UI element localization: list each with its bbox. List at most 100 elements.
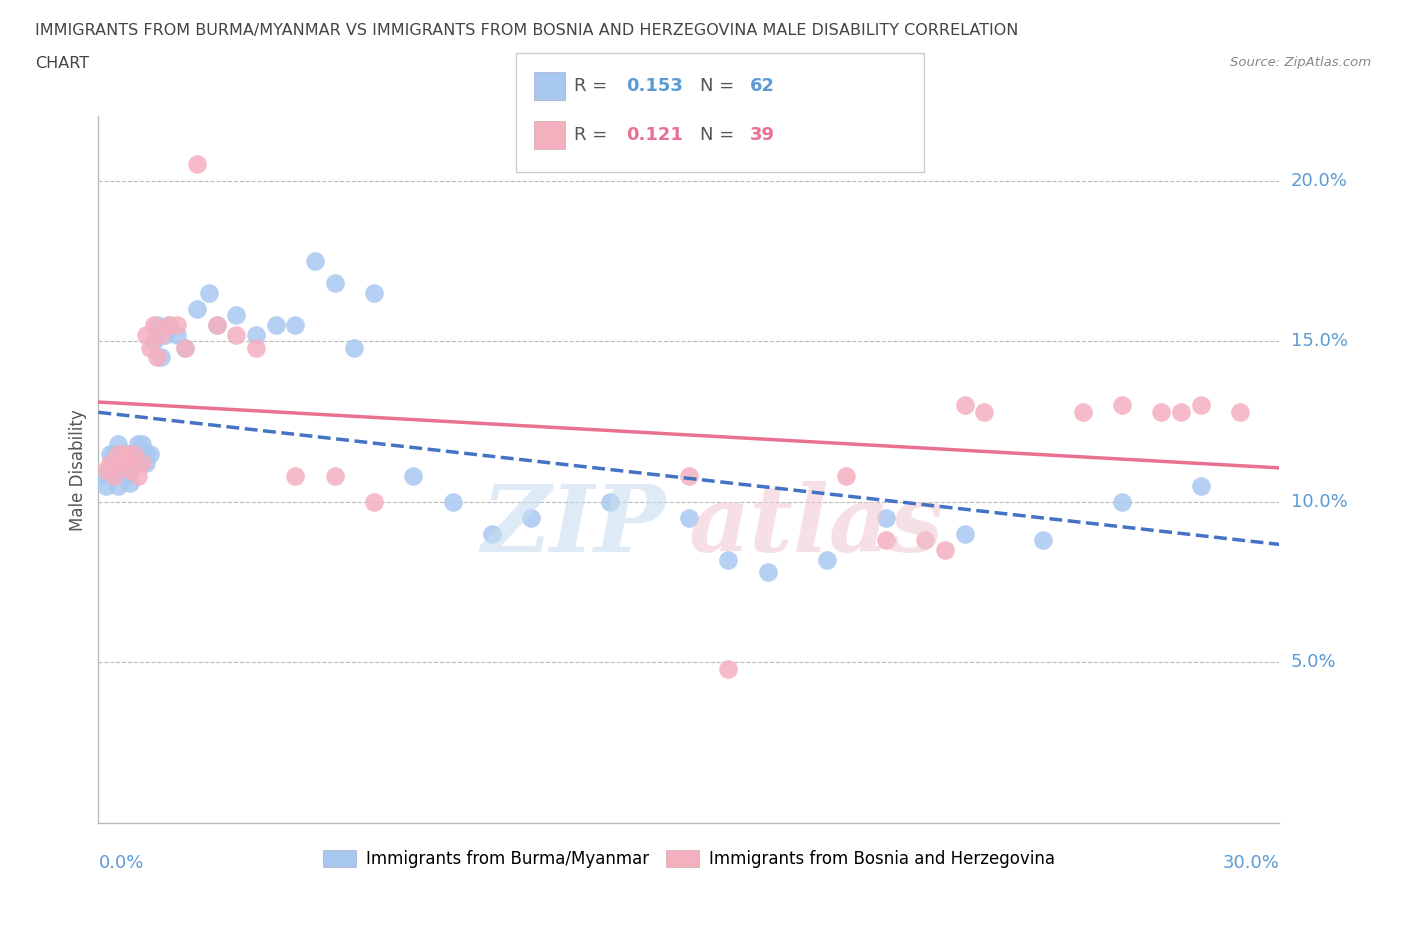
Immigrants from Burma/Myanmar bbox=[122, 456, 145, 471]
Immigrants from Burma/Myanmar bbox=[103, 469, 125, 484]
Text: ZIP: ZIP bbox=[481, 481, 665, 571]
Immigrants from Bosnia and Herzegovina bbox=[107, 446, 129, 461]
Immigrants from Burma/Myanmar bbox=[98, 446, 121, 461]
Immigrants from Burma/Myanmar bbox=[107, 456, 129, 471]
Immigrants from Bosnia and Herzegovina bbox=[953, 398, 976, 413]
Immigrants from Bosnia and Herzegovina bbox=[678, 469, 700, 484]
Text: IMMIGRANTS FROM BURMA/MYANMAR VS IMMIGRANTS FROM BOSNIA AND HERZEGOVINA MALE DIS: IMMIGRANTS FROM BURMA/MYANMAR VS IMMIGRA… bbox=[35, 23, 1018, 38]
Immigrants from Burma/Myanmar bbox=[402, 469, 425, 484]
Immigrants from Bosnia and Herzegovina bbox=[363, 495, 385, 510]
Immigrants from Burma/Myanmar bbox=[118, 456, 141, 471]
Text: 20.0%: 20.0% bbox=[1291, 171, 1347, 190]
Immigrants from Burma/Myanmar bbox=[135, 446, 157, 461]
Immigrants from Burma/Myanmar bbox=[131, 436, 153, 451]
Text: 30.0%: 30.0% bbox=[1223, 854, 1279, 871]
Immigrants from Bosnia and Herzegovina bbox=[1189, 398, 1212, 413]
Immigrants from Bosnia and Herzegovina bbox=[122, 446, 145, 461]
Text: Source: ZipAtlas.com: Source: ZipAtlas.com bbox=[1230, 56, 1371, 69]
Immigrants from Bosnia and Herzegovina bbox=[717, 661, 740, 676]
Immigrants from Burma/Myanmar bbox=[225, 308, 247, 323]
Immigrants from Burma/Myanmar bbox=[111, 449, 134, 464]
Immigrants from Bosnia and Herzegovina bbox=[245, 340, 267, 355]
Text: 39: 39 bbox=[749, 126, 775, 144]
Immigrants from Burma/Myanmar bbox=[107, 478, 129, 493]
Immigrants from Bosnia and Herzegovina bbox=[914, 533, 936, 548]
Immigrants from Burma/Myanmar bbox=[323, 276, 346, 291]
Immigrants from Burma/Myanmar bbox=[205, 318, 228, 333]
Immigrants from Bosnia and Herzegovina bbox=[131, 456, 153, 471]
Immigrants from Bosnia and Herzegovina bbox=[323, 469, 346, 484]
Immigrants from Burma/Myanmar bbox=[363, 286, 385, 300]
Text: R =: R = bbox=[574, 76, 613, 95]
Immigrants from Bosnia and Herzegovina bbox=[150, 327, 173, 342]
Immigrants from Burma/Myanmar bbox=[127, 446, 149, 461]
Text: CHART: CHART bbox=[35, 56, 89, 71]
Immigrants from Bosnia and Herzegovina bbox=[127, 469, 149, 484]
Immigrants from Burma/Myanmar bbox=[304, 253, 326, 268]
Text: R =: R = bbox=[574, 126, 613, 144]
Immigrants from Burma/Myanmar bbox=[343, 340, 366, 355]
Immigrants from Bosnia and Herzegovina bbox=[284, 469, 307, 484]
Immigrants from Burma/Myanmar bbox=[118, 475, 141, 490]
Immigrants from Bosnia and Herzegovina bbox=[1071, 405, 1094, 419]
Immigrants from Burma/Myanmar bbox=[150, 350, 173, 365]
Text: 0.153: 0.153 bbox=[626, 76, 682, 95]
Text: 0.0%: 0.0% bbox=[98, 854, 143, 871]
Immigrants from Burma/Myanmar bbox=[138, 446, 160, 461]
Immigrants from Burma/Myanmar bbox=[127, 436, 149, 451]
Text: 62: 62 bbox=[749, 76, 775, 95]
Immigrants from Burma/Myanmar bbox=[756, 565, 779, 580]
Immigrants from Bosnia and Herzegovina bbox=[225, 327, 247, 342]
Immigrants from Burma/Myanmar bbox=[157, 318, 180, 333]
Immigrants from Burma/Myanmar bbox=[174, 340, 197, 355]
Immigrants from Burma/Myanmar bbox=[127, 456, 149, 471]
Immigrants from Burma/Myanmar bbox=[115, 469, 138, 484]
Immigrants from Bosnia and Herzegovina bbox=[875, 533, 897, 548]
Immigrants from Bosnia and Herzegovina bbox=[157, 318, 180, 333]
Immigrants from Burma/Myanmar bbox=[115, 456, 138, 471]
Immigrants from Bosnia and Herzegovina bbox=[1170, 405, 1192, 419]
Text: N =: N = bbox=[700, 76, 740, 95]
Immigrants from Burma/Myanmar bbox=[91, 469, 114, 484]
Immigrants from Bosnia and Herzegovina bbox=[103, 469, 125, 484]
Immigrants from Burma/Myanmar bbox=[875, 511, 897, 525]
Immigrants from Burma/Myanmar bbox=[264, 318, 287, 333]
Immigrants from Burma/Myanmar bbox=[111, 469, 134, 484]
Immigrants from Burma/Myanmar bbox=[678, 511, 700, 525]
Immigrants from Bosnia and Herzegovina bbox=[1150, 405, 1173, 419]
Immigrants from Burma/Myanmar bbox=[186, 301, 208, 316]
Immigrants from Burma/Myanmar bbox=[599, 495, 621, 510]
Immigrants from Burma/Myanmar bbox=[142, 334, 165, 349]
Immigrants from Burma/Myanmar bbox=[815, 552, 838, 567]
Immigrants from Bosnia and Herzegovina bbox=[973, 405, 995, 419]
Immigrants from Burma/Myanmar bbox=[284, 318, 307, 333]
Immigrants from Bosnia and Herzegovina bbox=[166, 318, 188, 333]
Immigrants from Burma/Myanmar bbox=[1111, 495, 1133, 510]
Immigrants from Burma/Myanmar bbox=[111, 462, 134, 477]
Immigrants from Bosnia and Herzegovina bbox=[138, 340, 160, 355]
Immigrants from Bosnia and Herzegovina bbox=[1229, 405, 1251, 419]
Immigrants from Bosnia and Herzegovina bbox=[205, 318, 228, 333]
Immigrants from Bosnia and Herzegovina bbox=[1111, 398, 1133, 413]
Immigrants from Bosnia and Herzegovina bbox=[111, 456, 134, 471]
Immigrants from Bosnia and Herzegovina bbox=[142, 318, 165, 333]
Text: N =: N = bbox=[700, 126, 740, 144]
Immigrants from Burma/Myanmar bbox=[953, 526, 976, 541]
Text: atlas: atlas bbox=[689, 481, 945, 571]
Immigrants from Burma/Myanmar bbox=[131, 446, 153, 461]
Immigrants from Bosnia and Herzegovina bbox=[96, 462, 118, 477]
Immigrants from Burma/Myanmar bbox=[441, 495, 464, 510]
Immigrants from Bosnia and Herzegovina bbox=[186, 157, 208, 172]
Immigrants from Burma/Myanmar bbox=[1032, 533, 1054, 548]
Immigrants from Burma/Myanmar bbox=[146, 318, 169, 333]
Text: 5.0%: 5.0% bbox=[1291, 654, 1336, 671]
Immigrants from Burma/Myanmar bbox=[122, 446, 145, 461]
Y-axis label: Male Disability: Male Disability bbox=[69, 409, 87, 530]
Immigrants from Burma/Myanmar bbox=[103, 456, 125, 471]
Immigrants from Bosnia and Herzegovina bbox=[174, 340, 197, 355]
Text: 15.0%: 15.0% bbox=[1291, 332, 1347, 350]
Immigrants from Burma/Myanmar bbox=[135, 456, 157, 471]
Immigrants from Burma/Myanmar bbox=[118, 462, 141, 477]
Legend: Immigrants from Burma/Myanmar, Immigrants from Bosnia and Herzegovina: Immigrants from Burma/Myanmar, Immigrant… bbox=[316, 844, 1062, 875]
Immigrants from Burma/Myanmar bbox=[115, 446, 138, 461]
